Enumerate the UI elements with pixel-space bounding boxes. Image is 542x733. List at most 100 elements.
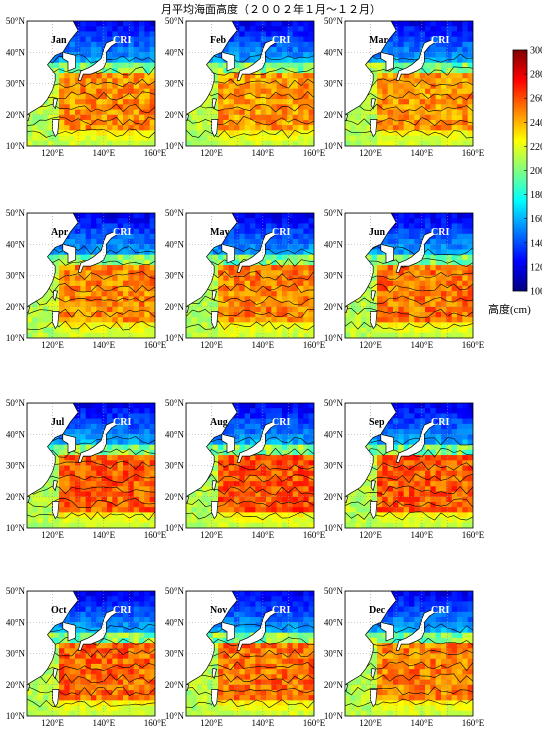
- lon-tick-label: 140°E: [410, 340, 433, 350]
- cri-watermark: CRI: [113, 417, 131, 428]
- ssh-field: [24, 591, 155, 717]
- lat-tick-label: 10°N: [324, 333, 344, 343]
- month-label: Dec: [369, 605, 386, 616]
- cri-watermark: CRI: [272, 35, 290, 46]
- lat-tick-label: 20°N: [324, 302, 344, 312]
- lat-tick-label: 40°N: [165, 617, 185, 627]
- cri-watermark: CRI: [272, 605, 290, 616]
- lat-tick-label: 40°N: [6, 617, 26, 627]
- map-panel-may: May CRI 50°N 40°N 30°N 20°N 10°N 120°E 140°E 160°…: [165, 208, 326, 350]
- cri-watermark: CRI: [272, 417, 290, 428]
- lat-tick-label: 50°N: [324, 398, 344, 408]
- month-label: Nov: [210, 605, 227, 616]
- month-label: May: [210, 227, 229, 238]
- ssh-field: [183, 21, 314, 147]
- lon-tick-label: 120°E: [359, 530, 382, 540]
- cri-watermark: CRI: [431, 417, 449, 428]
- lat-tick-label: 50°N: [6, 208, 26, 218]
- ssh-field: [183, 213, 314, 339]
- map-panel-feb: Feb CRI50°N40°N30°N20°N10°N120°E 140°E 160°…: [165, 16, 326, 158]
- lat-tick-label: 40°N: [165, 429, 185, 439]
- lat-tick-label: 20°N: [6, 492, 26, 502]
- lat-tick-label: 50°N: [165, 398, 185, 408]
- ssh-field: [183, 591, 314, 717]
- lat-tick-label: 10°N: [324, 523, 344, 533]
- cri-watermark: CRI: [431, 35, 449, 46]
- lon-tick-label: 120°E: [359, 340, 382, 350]
- lon-tick-label: 160°E: [303, 718, 326, 728]
- lon-tick-label: 140°E: [92, 340, 115, 350]
- month-label: Mar: [369, 35, 388, 46]
- lat-tick-label: 30°N: [6, 271, 26, 281]
- colorbar-tick-label: 200: [530, 166, 542, 177]
- lon-tick-label: 120°E: [359, 148, 382, 158]
- lat-tick-label: 30°N: [6, 79, 26, 89]
- lat-tick-label: 20°N: [6, 302, 26, 312]
- lat-tick-label: 40°N: [6, 429, 26, 439]
- ssh-field: [342, 213, 473, 339]
- lon-tick-label: 140°E: [92, 530, 115, 540]
- lat-tick-label: 20°N: [165, 110, 185, 120]
- lat-tick-label: 30°N: [6, 461, 26, 471]
- cri-watermark: CRI: [272, 227, 290, 238]
- lat-tick-label: 20°N: [6, 680, 26, 690]
- lon-tick-label: 140°E: [251, 340, 274, 350]
- colorbar-tick-label: 300: [530, 46, 542, 57]
- lat-tick-label: 50°N: [165, 586, 185, 596]
- month-label: Feb: [210, 35, 227, 46]
- lon-tick-label: 140°E: [92, 148, 115, 158]
- colorbar-tick-label: 240: [530, 118, 542, 129]
- lon-tick-label: 120°E: [200, 148, 223, 158]
- lat-tick-label: 20°N: [165, 302, 185, 312]
- lat-tick-label: 50°N: [6, 586, 26, 596]
- lat-tick-label: 10°N: [165, 141, 185, 151]
- month-label: Sep: [369, 417, 385, 428]
- lon-tick-label: 140°E: [92, 718, 115, 728]
- ssh-field: [342, 591, 473, 717]
- lat-tick-label: 20°N: [6, 110, 26, 120]
- lon-tick-label: 120°E: [41, 340, 64, 350]
- ssh-field: [24, 403, 155, 529]
- colorbar-tick-label: 140: [530, 238, 542, 249]
- colorbar-tick-label: 180: [530, 190, 542, 201]
- lon-tick-label: 160°E: [462, 148, 485, 158]
- lon-tick-label: 160°E: [303, 148, 326, 158]
- lat-tick-label: 30°N: [324, 271, 344, 281]
- lat-tick-label: 20°N: [165, 492, 185, 502]
- colorbar-tick-label: 220: [530, 142, 542, 153]
- map-panel-apr: Apr CRI 50°N 40°N 30°N 20°N 10°N 120°E 140°E 160°…: [6, 208, 167, 350]
- lat-tick-label: 40°N: [165, 47, 185, 57]
- lon-tick-label: 160°E: [144, 340, 167, 350]
- lat-tick-label: 30°N: [6, 649, 26, 659]
- colorbar-tick-label: 100: [530, 287, 542, 298]
- lon-tick-label: 160°E: [303, 340, 326, 350]
- lon-tick-label: 120°E: [359, 718, 382, 728]
- lat-tick-label: 10°N: [165, 523, 185, 533]
- lat-tick-label: 30°N: [165, 271, 185, 281]
- lon-tick-label: 140°E: [251, 530, 274, 540]
- colorbar: 100120140160180200220240260280300: [513, 46, 542, 298]
- month-label: Jan: [51, 35, 67, 46]
- lat-tick-label: 10°N: [6, 333, 26, 343]
- map-panel-sep: Sep CRI50°N40°N30°N20°N10°N120°E 140°E 160°…: [324, 398, 485, 540]
- colorbar-label: 高度(cm): [488, 301, 531, 317]
- ssh-field: [24, 213, 155, 339]
- lat-tick-label: 30°N: [324, 461, 344, 471]
- colorbar-tick-label: 280: [530, 70, 542, 81]
- lon-tick-label: 160°E: [144, 718, 167, 728]
- month-label: Apr: [51, 227, 69, 238]
- ssh-field: [342, 403, 473, 529]
- lat-tick-label: 30°N: [324, 649, 344, 659]
- lon-tick-label: 120°E: [41, 718, 64, 728]
- lat-tick-label: 10°N: [6, 711, 26, 721]
- lat-tick-label: 20°N: [165, 680, 185, 690]
- lat-tick-label: 50°N: [324, 16, 344, 26]
- cri-watermark: CRI: [431, 605, 449, 616]
- month-label: Aug: [210, 417, 228, 428]
- lon-tick-label: 120°E: [200, 530, 223, 540]
- map-panel-dec: Dec CRI50°N40°N30°N20°N10°N120°E 140°E 160°…: [324, 586, 485, 728]
- lat-tick-label: 30°N: [165, 649, 185, 659]
- lat-tick-label: 40°N: [324, 429, 344, 439]
- lat-tick-label: 50°N: [165, 16, 185, 26]
